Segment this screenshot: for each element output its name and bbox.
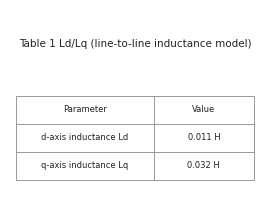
Text: Value: Value	[192, 106, 215, 114]
Text: 0.032 H: 0.032 H	[187, 162, 220, 170]
Text: q-axis inductance Lq: q-axis inductance Lq	[41, 162, 129, 170]
Text: Table 1 Ld/Lq (line-to-line inductance model): Table 1 Ld/Lq (line-to-line inductance m…	[19, 39, 251, 49]
Bar	[16, 96, 254, 180]
Text: Parameter: Parameter	[63, 106, 107, 114]
Text: 0.011 H: 0.011 H	[188, 134, 220, 142]
Text: d-axis inductance Ld: d-axis inductance Ld	[41, 134, 129, 142]
